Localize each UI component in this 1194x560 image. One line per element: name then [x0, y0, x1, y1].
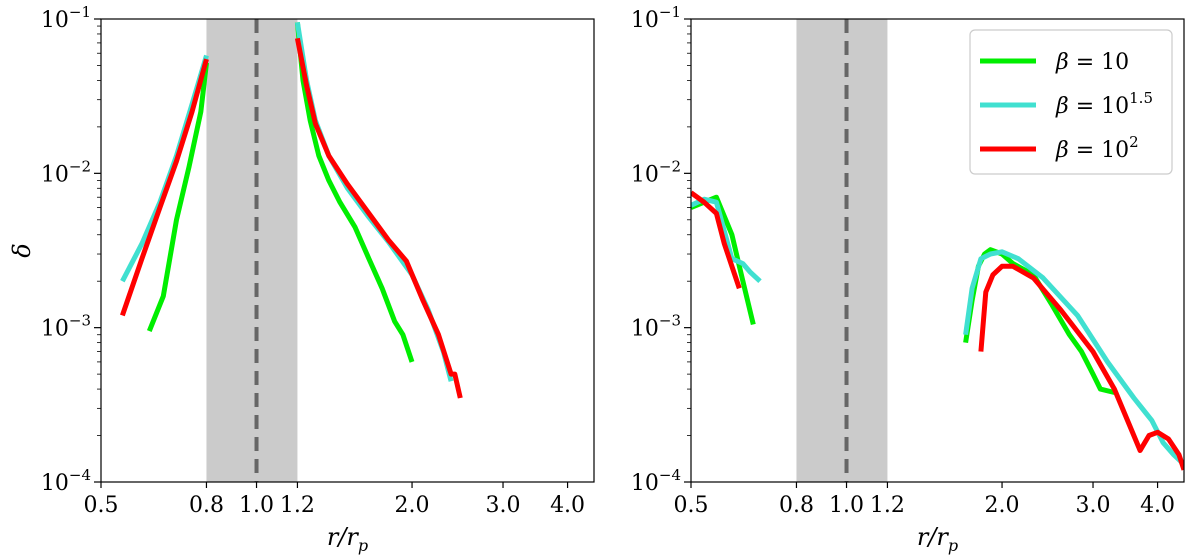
y-tick-label: 10−4: [631, 466, 681, 496]
series-3-line-segment-2: [978, 263, 1184, 471]
x-tick-label: 1.0: [239, 493, 274, 518]
legend: β = 10 β = 101.5 β = 102: [969, 29, 1173, 175]
series-2-line-segment-1: [120, 54, 209, 283]
legend-box: [969, 29, 1173, 175]
plot-frame: [690, 18, 1185, 483]
y-tick-label: 10−3: [631, 312, 681, 342]
legend-entry-3: β = 102: [1055, 133, 1139, 163]
series-2-line-segment-2: [963, 249, 1184, 467]
x-tick-label: 1.2: [870, 493, 905, 518]
x-tick-label: 0.5: [84, 493, 119, 518]
y-tick-label: 10−3: [41, 312, 91, 342]
shaded-region: [796, 19, 888, 482]
plot-frame: [100, 18, 595, 483]
series-1-line-segment-1: [146, 62, 209, 333]
x-tick-label: 3.0: [1076, 493, 1111, 518]
series-3-line-segment-1: [691, 190, 742, 290]
y-tick-label: 10−2: [631, 157, 681, 187]
series-2-line-segment-2: [294, 22, 454, 382]
x-tick-label: 1.0: [829, 493, 864, 518]
x-axis-label: r/rp: [327, 523, 368, 555]
legend-entry-2: β = 101.5: [1055, 89, 1153, 119]
y-tick-label: 10−4: [41, 466, 91, 496]
shaded-region: [206, 19, 298, 482]
y-tick-label: 10−2: [41, 157, 91, 187]
series-1-line-segment-2: [963, 247, 1115, 395]
x-tick-label: 0.8: [779, 493, 814, 518]
x-tick-label: 1.2: [280, 493, 315, 518]
series-3-line-segment-1: [120, 58, 209, 317]
chart-panel-1: 0.5 0.8 1.0 1.2 2.0 3.0 4.0 10−4 10−3 10−2 10−1 r/r…: [8, 3, 595, 555]
series-3-line-segment-2: [294, 37, 463, 399]
x-tick-label: 0.8: [189, 493, 224, 518]
x-tick-label: 4.0: [1140, 493, 1175, 518]
series-1-line-segment-2: [294, 22, 415, 363]
y-tick-label: 10−1: [631, 3, 681, 33]
y-axis-label: δ: [8, 243, 36, 257]
chart-panel-2: 0.5 0.8 1.0 1.2 2.0 3.0 4.0 10−4 10−3 10−2 10−1 r/r…: [631, 3, 1185, 555]
x-tick-label: 0.5: [674, 493, 709, 518]
x-tick-label: 4.0: [550, 493, 585, 518]
x-tick-label: 3.0: [486, 493, 521, 518]
x-tick-label: 2.0: [395, 493, 430, 518]
x-tick-label: 2.0: [985, 493, 1020, 518]
y-tick-label: 10−1: [41, 3, 91, 33]
legend-entry-1: β = 10: [1055, 50, 1129, 75]
x-axis-label: r/rp: [917, 523, 958, 555]
